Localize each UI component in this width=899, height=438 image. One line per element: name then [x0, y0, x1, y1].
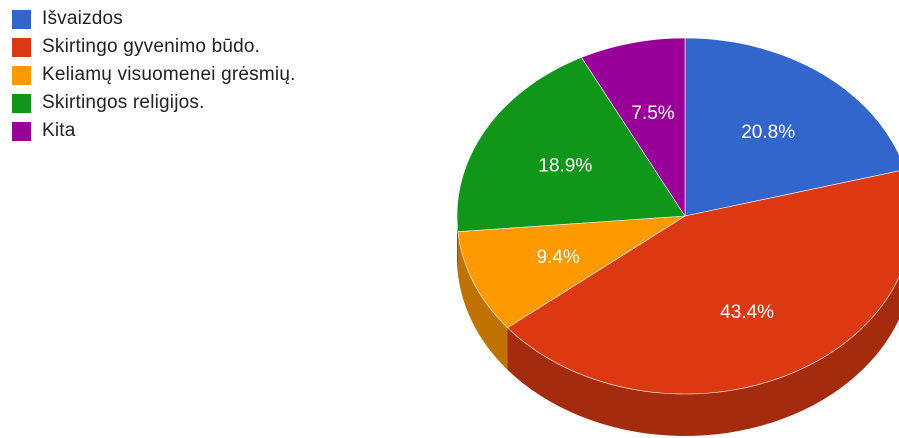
- legend-swatch: [12, 37, 31, 57]
- legend-swatch: [12, 93, 31, 113]
- legend-swatch: [12, 121, 31, 141]
- legend-label: Keliamų visuomenei grėsmių.: [42, 64, 296, 85]
- legend-item-gresmiu[interactable]: Keliamų visuomenei grėsmių.: [12, 61, 296, 89]
- legend-swatch: [12, 9, 31, 29]
- slice-side-gyvenimo-budo: [507, 277, 899, 436]
- slice-side-gresmiu: [457, 231, 508, 370]
- pie-labels: 20.8% 43.4% 9.4% 18.9% 7.5%: [536, 103, 795, 323]
- slice-label-religijos: 18.9%: [538, 155, 592, 176]
- pie-slices: [456, 37, 899, 395]
- slice-kita[interactable]: [581, 37, 686, 217]
- slice-gresmiu[interactable]: [457, 215, 686, 329]
- legend-swatch: [12, 65, 31, 85]
- legend-label: Kita: [42, 120, 76, 141]
- legend-item-religijos[interactable]: Skirtingos religijos.: [12, 89, 296, 117]
- legend-label: Skirtingo gyvenimo būdo.: [42, 36, 261, 57]
- slice-gyvenimo-budo[interactable]: [507, 170, 899, 395]
- legend-label: Skirtingos religijos.: [42, 92, 205, 113]
- slice-isvaizdos[interactable]: [684, 37, 899, 217]
- legend-label: Išvaizdos: [42, 8, 124, 29]
- slice-label-gyvenimo-budo: 43.4%: [720, 302, 774, 323]
- chart-legend: Išvaizdos Skirtingo gyvenimo būdo. Kelia…: [12, 5, 296, 145]
- slice-label-kita: 7.5%: [631, 103, 674, 124]
- legend-item-kita[interactable]: Kita: [12, 117, 296, 145]
- legend-item-gyvenimo-budo[interactable]: Skirtingo gyvenimo būdo.: [12, 33, 296, 61]
- slice-label-isvaizdos: 20.8%: [741, 122, 795, 143]
- legend-item-isvaizdos[interactable]: Išvaizdos: [12, 5, 296, 33]
- slice-religijos[interactable]: [456, 57, 686, 232]
- slice-label-gresmiu: 9.4%: [536, 247, 579, 268]
